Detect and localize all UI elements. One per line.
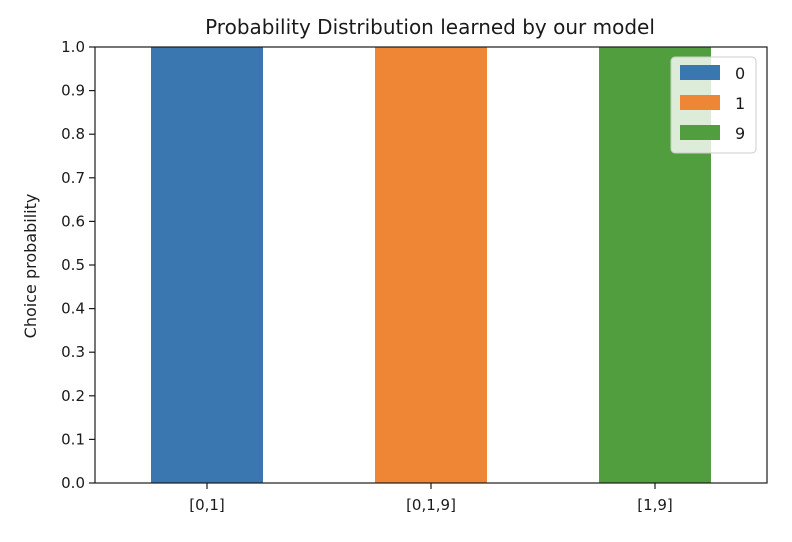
y-tick-label: 0.3 — [61, 343, 85, 361]
y-tick-label: 0.1 — [61, 430, 85, 448]
legend-label-1: 1 — [735, 94, 745, 113]
plot-frame — [94, 46, 768, 484]
y-axis-label: Choice probability — [21, 194, 40, 339]
y-tick-label: 0.0 — [61, 474, 85, 492]
y-tick-label: 0.2 — [61, 387, 85, 405]
bar-1-1 — [375, 47, 487, 483]
y-tick-label: 0.5 — [61, 256, 85, 274]
y-tick-label: 0.6 — [61, 212, 85, 230]
y-tick-label: 1.0 — [61, 38, 85, 56]
y-tick-label: 0.7 — [61, 169, 85, 187]
legend-label-0: 0 — [735, 64, 745, 83]
y-tick-label: 0.8 — [61, 125, 85, 143]
x-axis-ticks: [0,1] [0,1,9] [1,9] — [189, 483, 673, 514]
legend-swatch-1 — [680, 95, 720, 110]
bar-0-0 — [151, 47, 263, 483]
y-tick-label: 0.4 — [61, 300, 85, 318]
y-tick-label: 0.9 — [61, 82, 85, 100]
legend-swatch-9 — [680, 125, 720, 140]
y-axis-ticks: 0.0 0.1 0.2 0.3 0.4 0.5 0.6 0.7 0.8 0.9 1.0 — [61, 38, 95, 492]
legend-swatch-0 — [680, 65, 720, 80]
legend-label-9: 9 — [735, 124, 745, 143]
bars — [151, 47, 711, 483]
chart-title: Probability Distribution learned by our … — [205, 15, 655, 39]
x-tick-label: [1,9] — [637, 496, 673, 514]
legend: 0 1 9 — [670, 56, 757, 154]
x-tick-label: [0,1] — [189, 496, 225, 514]
x-tick-label: [0,1,9] — [406, 496, 456, 514]
